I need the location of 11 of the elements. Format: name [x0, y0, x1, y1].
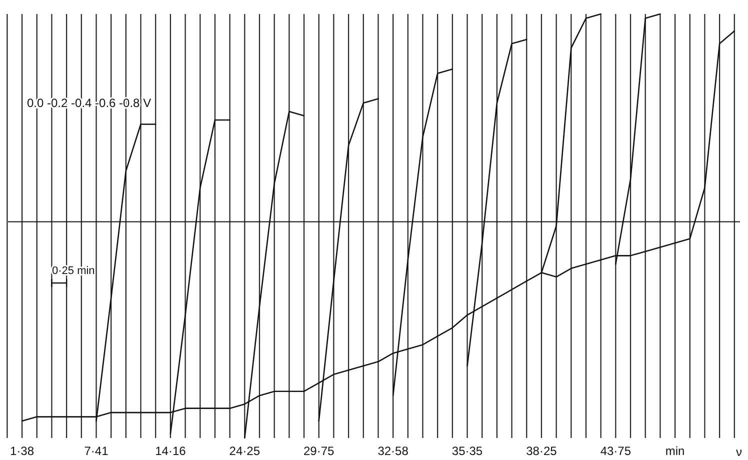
x-tick-label: 24·25: [229, 444, 260, 458]
x-tick-label: 35·35: [452, 444, 483, 458]
x-tick-label: 1·38: [10, 444, 34, 458]
text: ν: [736, 445, 742, 459]
x-axis-title: min: [665, 444, 685, 458]
x-tick-label: 43·75: [600, 444, 632, 458]
x-tick-label: 32·58: [378, 444, 409, 458]
x-tick-label: 14·16: [155, 444, 186, 458]
x-tick-label: 7·41: [84, 444, 109, 458]
x-tick-label: 38·25: [526, 444, 558, 458]
x-tick-label: 29·75: [304, 444, 335, 458]
